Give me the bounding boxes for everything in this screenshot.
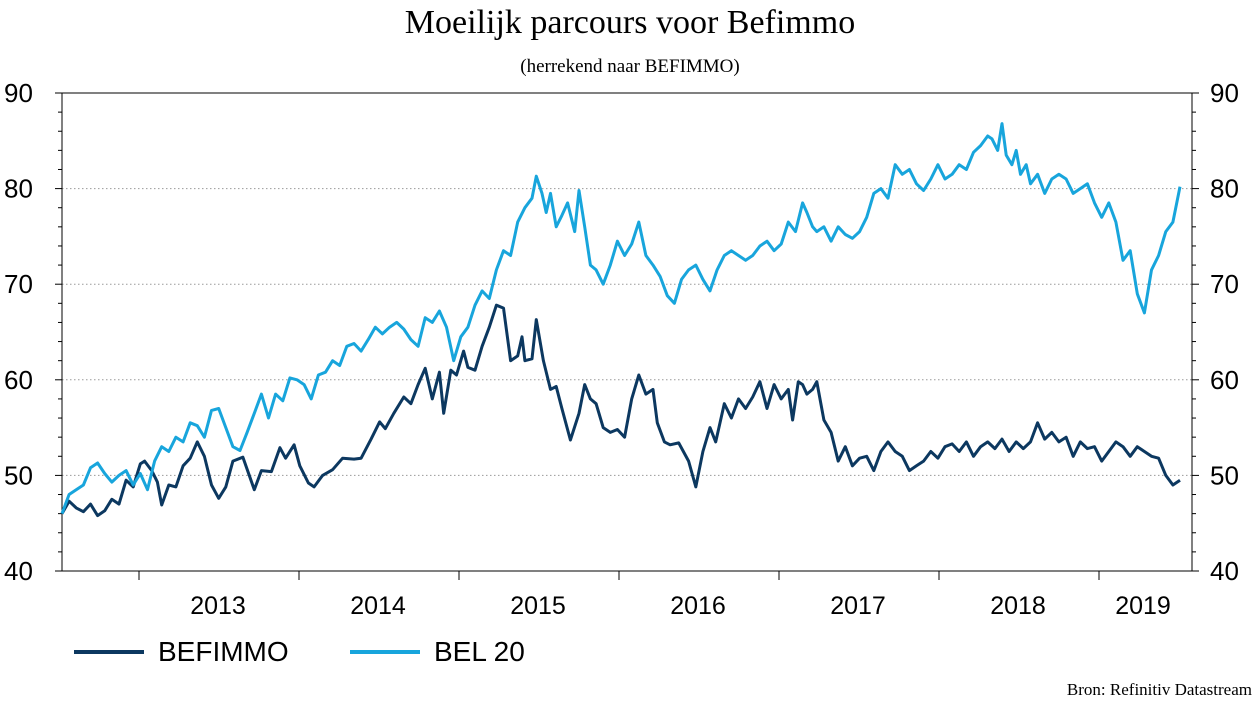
y-tick-label-left: 80 bbox=[4, 174, 33, 204]
x-tick-label: 2013 bbox=[190, 592, 246, 620]
y-tick-label-right: 50 bbox=[1210, 460, 1239, 490]
x-tick-label: 2015 bbox=[510, 592, 566, 620]
y-tick-label-left: 40 bbox=[4, 556, 33, 586]
x-tick-label: 2019 bbox=[1115, 592, 1171, 620]
y-tick-label-right: 90 bbox=[1210, 78, 1239, 108]
x-tick-label: 2017 bbox=[830, 592, 886, 620]
legend-swatch-befimmo bbox=[74, 650, 144, 654]
y-tick-label-right: 80 bbox=[1210, 174, 1239, 204]
x-tick-label: 2016 bbox=[670, 592, 726, 620]
chart-title: Moeilijk parcours voor Befimmo bbox=[404, 4, 856, 41]
legend-item-befimmo: BEFIMMO bbox=[74, 636, 289, 668]
y-tick-label-left: 70 bbox=[4, 269, 33, 299]
y-tick-label-left: 50 bbox=[4, 460, 33, 490]
legend-label-befimmo: BEFIMMO bbox=[158, 636, 289, 667]
legend-swatch-bel20 bbox=[350, 650, 420, 654]
y-tick-label-right: 40 bbox=[1210, 556, 1239, 586]
y-tick-label-right: 70 bbox=[1210, 269, 1239, 299]
legend-label-bel20: BEL 20 bbox=[434, 636, 525, 667]
y-tick-label-right: 60 bbox=[1210, 365, 1239, 395]
series-line-bel20 bbox=[60, 122, 1182, 515]
series-line-befimmo bbox=[60, 303, 1181, 518]
y-tick-label-left: 90 bbox=[4, 78, 33, 108]
x-tick-label: 2014 bbox=[350, 592, 406, 620]
legend-item-bel20: BEL 20 bbox=[350, 636, 525, 668]
y-tick-label-left: 60 bbox=[4, 365, 33, 395]
source-note: Bron: Refinitiv Datastream bbox=[1066, 680, 1252, 699]
plot-frame bbox=[61, 92, 1193, 572]
chart-subtitle: (herrekend naar BEFIMMO) bbox=[520, 56, 740, 77]
x-tick-label: 2018 bbox=[990, 592, 1046, 620]
